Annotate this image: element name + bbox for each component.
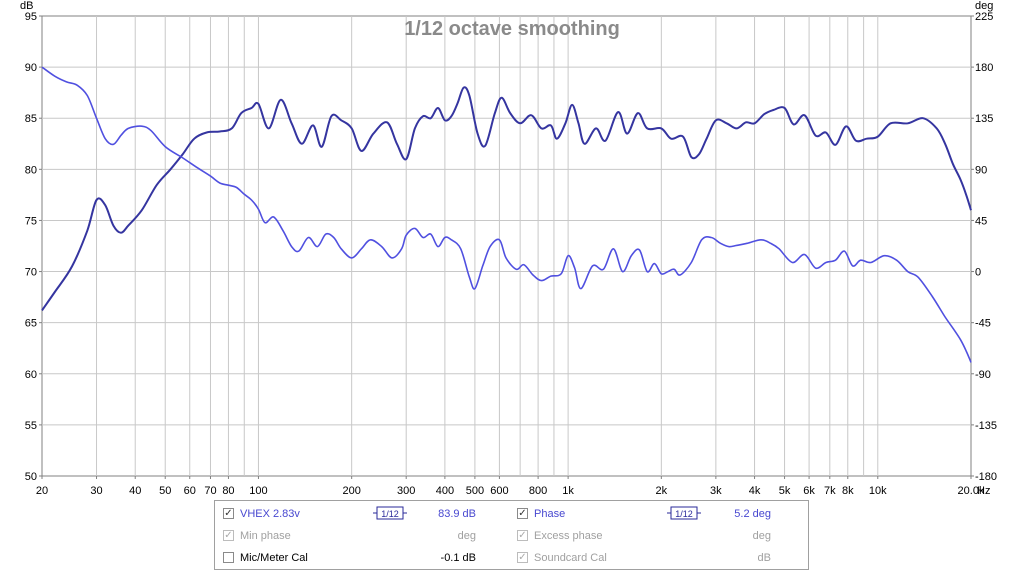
y-right-tick-label: -45 bbox=[975, 318, 991, 330]
chart-title: 1/12 octave smoothing bbox=[404, 18, 620, 40]
y-right-tick-label: 45 bbox=[975, 215, 987, 227]
y-left-tick-label: 85 bbox=[25, 113, 37, 125]
legend-panel: ✓ VHEX 2.83v 1/12 83.9 dB ✓ Phase 1/12 5… bbox=[214, 500, 809, 570]
legend-row-2: ✓ Min phase deg ✓ Excess phase deg bbox=[215, 525, 808, 547]
phase-checkbox[interactable]: ✓ bbox=[517, 508, 528, 519]
x-tick-label: 60 bbox=[184, 485, 196, 497]
x-tick-label: 2k bbox=[656, 485, 668, 497]
vhex-smoothing-icon[interactable]: 1/12 bbox=[373, 506, 407, 520]
plot-background bbox=[41, 15, 972, 477]
y-right-tick-label: -180 bbox=[975, 471, 997, 483]
y-left-tick-label: 60 bbox=[25, 369, 37, 381]
legend-row-3: Mic/Meter Cal -0.1 dB ✓ Soundcard Cal dB bbox=[215, 547, 808, 569]
y-right-unit: deg bbox=[975, 0, 993, 12]
phase-smoothing-icon[interactable]: 1/12 bbox=[667, 506, 701, 520]
x-tick-label: 80 bbox=[222, 485, 234, 497]
y-right-tick-label: -90 bbox=[975, 369, 991, 381]
x-tick-label: 200 bbox=[342, 485, 360, 497]
x-tick-label: 30 bbox=[90, 485, 102, 497]
y-left-tick-label: 70 bbox=[25, 267, 37, 279]
excess-phase-value: deg bbox=[752, 530, 771, 542]
x-tick-label: 300 bbox=[397, 485, 415, 497]
y-left-tick-label: 65 bbox=[25, 318, 37, 330]
vhex-value: 83.9 dB bbox=[438, 508, 476, 520]
min-phase-checkbox[interactable]: ✓ bbox=[223, 530, 234, 541]
mic-meter-cal-label: Mic/Meter Cal bbox=[240, 552, 308, 564]
min-phase-label: Min phase bbox=[240, 530, 291, 542]
mic-meter-cal-checkbox[interactable] bbox=[223, 552, 234, 563]
soundcard-cal-label: Soundcard Cal bbox=[534, 552, 607, 564]
phase-label: Phase bbox=[534, 508, 566, 520]
y-left-tick-label: 80 bbox=[25, 164, 37, 176]
vhex-checkbox[interactable]: ✓ bbox=[223, 508, 234, 519]
vhex-smoothing-label: 1/12 bbox=[381, 509, 399, 519]
mic-meter-cal-value: -0.1 dB bbox=[440, 552, 476, 564]
y-right-tick-label: 135 bbox=[975, 113, 993, 125]
x-tick-label: 100 bbox=[249, 485, 267, 497]
vhex-label: VHEX 2.83v bbox=[240, 508, 300, 520]
soundcard-cal-checkbox[interactable]: ✓ bbox=[517, 552, 528, 563]
soundcard-cal-value: dB bbox=[757, 552, 771, 564]
x-tick-label: 3k bbox=[710, 485, 722, 497]
phase-smoothing-label: 1/12 bbox=[675, 509, 693, 519]
excess-phase-checkbox[interactable]: ✓ bbox=[517, 530, 528, 541]
x-unit: Hz bbox=[977, 485, 990, 497]
frequency-response-chart: 20 30 40 50 60 70 80 100 200 300 400 500 600 800 1k 2k 3… bbox=[20, 0, 997, 497]
series-lines bbox=[41, 66, 972, 363]
x-tick-label: 10k bbox=[869, 485, 887, 497]
spl-series-line bbox=[41, 86, 972, 311]
y-left-tick-label: 95 bbox=[25, 11, 37, 23]
axis-ticks: 20 30 40 50 60 70 80 100 200 300 400 500 600 800 1k 2k 3… bbox=[25, 11, 997, 497]
legend-row-1: ✓ VHEX 2.83v 1/12 83.9 dB ✓ Phase 1/12 5… bbox=[215, 503, 808, 525]
x-tick-label: 40 bbox=[129, 485, 141, 497]
x-tick-label: 70 bbox=[204, 485, 216, 497]
y-right-tick-label: -135 bbox=[975, 420, 997, 432]
x-tick-label: 7k bbox=[824, 485, 836, 497]
x-tick-label: 6k bbox=[803, 485, 815, 497]
y-right-tick-label: 0 bbox=[975, 267, 981, 279]
y-left-tick-label: 50 bbox=[25, 471, 37, 483]
x-tick-label: 600 bbox=[490, 485, 508, 497]
y-right-tick-label: 180 bbox=[975, 62, 993, 74]
x-tick-label: 50 bbox=[159, 485, 171, 497]
phase-series-line bbox=[41, 66, 972, 363]
y-right-tick-label: 90 bbox=[975, 164, 987, 176]
y-left-tick-label: 90 bbox=[25, 62, 37, 74]
y-left-unit: dB bbox=[20, 0, 33, 12]
min-phase-value: deg bbox=[457, 530, 476, 542]
y-left-tick-label: 55 bbox=[25, 420, 37, 432]
x-tick-label: 20 bbox=[36, 485, 48, 497]
grid-lines bbox=[42, 16, 971, 476]
x-tick-label: 5k bbox=[779, 485, 791, 497]
x-tick-label: 20.0k bbox=[958, 485, 985, 497]
x-tick-label: 8k bbox=[842, 485, 854, 497]
excess-phase-label: Excess phase bbox=[534, 530, 603, 542]
x-tick-label: 1k bbox=[562, 485, 574, 497]
x-tick-label: 500 bbox=[466, 485, 484, 497]
x-tick-label: 400 bbox=[436, 485, 454, 497]
phase-value: 5.2 deg bbox=[734, 508, 771, 520]
y-right-tick-label: 225 bbox=[975, 11, 993, 23]
y-left-tick-label: 75 bbox=[25, 215, 37, 227]
x-tick-label: 800 bbox=[529, 485, 547, 497]
x-tick-label: 4k bbox=[749, 485, 761, 497]
